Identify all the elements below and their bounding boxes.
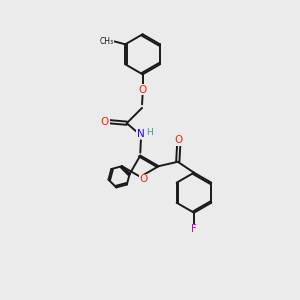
Text: O: O — [175, 135, 183, 145]
Text: O: O — [139, 174, 147, 184]
Text: O: O — [139, 85, 147, 94]
Text: O: O — [101, 117, 109, 127]
Text: F: F — [191, 224, 197, 234]
Text: CH₃: CH₃ — [100, 37, 114, 46]
Text: H: H — [146, 128, 152, 136]
Text: N: N — [137, 129, 145, 139]
